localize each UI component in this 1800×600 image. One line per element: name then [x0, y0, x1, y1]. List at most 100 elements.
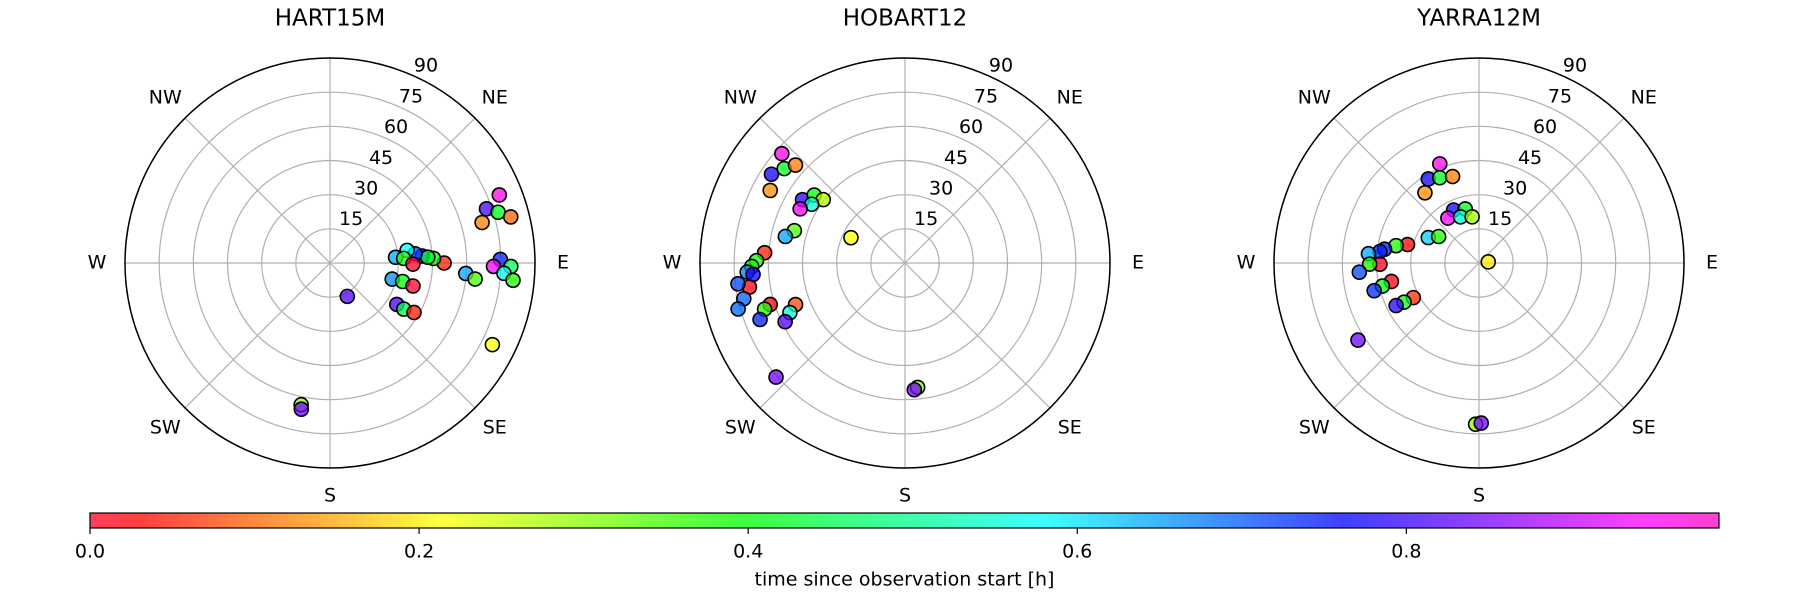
angular-grid-line	[904, 117, 1051, 264]
data-point	[1431, 169, 1448, 186]
angular-grid-line	[329, 117, 476, 264]
direction-label: S	[1473, 485, 1485, 507]
direction-label: NE	[482, 87, 508, 109]
colorbar-label: time since observation start [h]	[755, 569, 1055, 591]
direction-label: W	[88, 252, 107, 274]
direction-label: E	[557, 252, 569, 274]
data-point	[1388, 297, 1404, 314]
data-point	[1366, 282, 1382, 299]
chart-title: HOBART12	[843, 6, 968, 32]
radial-tick-label: 30	[354, 177, 378, 199]
data-point	[1417, 184, 1433, 201]
radial-tick-label: 45	[944, 147, 968, 169]
data-point	[491, 187, 508, 203]
angular-grid-line	[329, 262, 476, 409]
direction-label: SW	[150, 416, 181, 438]
data-point	[1430, 228, 1447, 245]
angular-grid-line	[1333, 262, 1480, 409]
data-point	[843, 229, 859, 246]
colorbar-tick-label: 0.8	[1391, 541, 1421, 563]
direction-label: SE	[1058, 416, 1082, 438]
radial-tick-label: 60	[1533, 116, 1557, 138]
radial-tick-label: 45	[1518, 147, 1542, 169]
data-point	[792, 201, 808, 217]
data-point	[1473, 415, 1490, 431]
colorbar-tick-label: 0.0	[75, 541, 105, 563]
radial-tick-label: 15	[339, 208, 363, 230]
polar-frame	[1273, 57, 1685, 469]
data-point	[502, 209, 519, 225]
data-point	[1431, 156, 1448, 172]
data-point	[730, 301, 746, 317]
colorbar-tick-label: 0.6	[1062, 541, 1092, 563]
direction-label: SE	[483, 416, 507, 438]
direction-label: NW	[724, 87, 757, 109]
data-point	[339, 288, 356, 305]
data-point	[467, 271, 483, 287]
radial-tick-label: 60	[959, 116, 983, 138]
radial-tick-label: 75	[974, 85, 998, 107]
angular-grid-line	[184, 262, 331, 409]
radial-tick-label: 15	[914, 208, 938, 230]
radial-tick-label: 45	[369, 147, 393, 169]
radial-tick-label: 90	[989, 55, 1013, 77]
data-point	[474, 214, 490, 231]
data-point	[405, 256, 421, 272]
direction-label: SW	[1299, 416, 1330, 438]
direction-label: NW	[1298, 87, 1331, 109]
data-point	[777, 228, 794, 245]
radial-tick-label: 60	[384, 116, 408, 138]
chart-title: HART15M	[275, 6, 386, 32]
data-point	[1440, 210, 1456, 226]
angular-grid-line	[1333, 117, 1480, 264]
data-point	[1480, 254, 1497, 270]
direction-label: NE	[1631, 87, 1657, 109]
direction-label: W	[663, 252, 682, 274]
radial-tick-label: 15	[1488, 208, 1512, 230]
angular-grid-line	[904, 262, 1051, 409]
radial-tick-label: 75	[1548, 85, 1572, 107]
data-point	[768, 369, 784, 385]
data-point	[787, 157, 804, 173]
data-point	[1444, 168, 1461, 185]
data-point	[484, 336, 501, 353]
direction-label: NE	[1057, 87, 1083, 109]
data-point	[1351, 264, 1368, 281]
data-point	[1361, 256, 1378, 272]
direction-label: S	[899, 485, 911, 507]
data-point	[405, 278, 421, 294]
data-point	[762, 182, 779, 199]
chart-title: YARRA12M	[1416, 6, 1541, 32]
colorbar-tick-label: 0.4	[733, 541, 763, 563]
direction-label: E	[1132, 252, 1144, 274]
data-point	[419, 249, 436, 265]
data-point	[406, 304, 422, 321]
direction-label: SE	[1632, 416, 1656, 438]
radial-tick-label: 90	[1563, 55, 1587, 77]
angular-grid-line	[1478, 262, 1625, 409]
data-point	[1464, 209, 1480, 225]
data-point	[505, 272, 521, 289]
data-point	[745, 266, 761, 283]
direction-label: S	[324, 485, 336, 507]
angular-grid-line	[1478, 117, 1625, 264]
colorbar	[89, 512, 1720, 529]
radial-tick-label: 75	[399, 85, 423, 107]
radial-tick-label: 30	[1503, 177, 1527, 199]
radial-tick-label: 90	[414, 55, 438, 77]
data-point	[293, 401, 310, 417]
angular-grid-line	[759, 117, 906, 264]
polar-frame	[124, 57, 536, 469]
data-point	[906, 381, 923, 398]
polar-frame	[699, 57, 1111, 469]
direction-label: SW	[725, 416, 756, 438]
data-point	[730, 276, 746, 292]
direction-label: NW	[149, 87, 182, 109]
radial-tick-label: 30	[929, 177, 953, 199]
data-point	[1350, 332, 1366, 348]
data-point	[774, 145, 790, 162]
data-point	[752, 311, 768, 328]
angular-grid-line	[759, 262, 906, 409]
direction-label: E	[1706, 252, 1718, 274]
